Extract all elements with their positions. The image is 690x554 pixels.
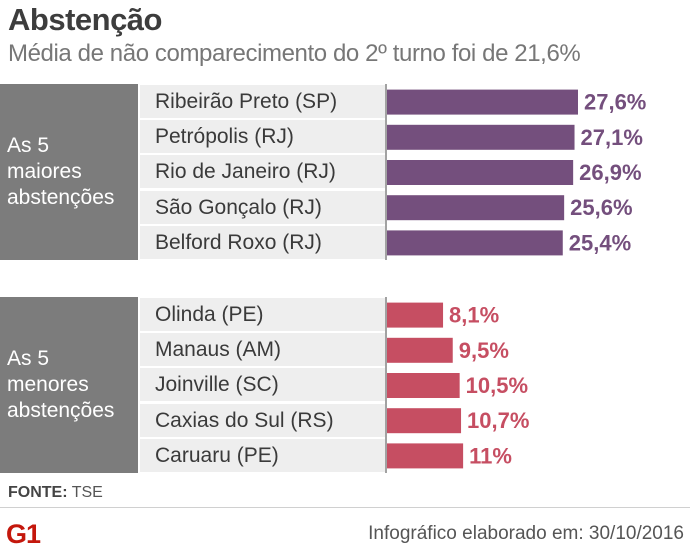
- value-label: 8,1%: [449, 303, 499, 328]
- category-label: Manaus (AM): [140, 333, 385, 367]
- category-label: Ribeirão Preto (SP): [140, 85, 385, 118]
- group-label-top-line-2: maiores: [7, 160, 82, 183]
- category-label: Joinville (SC): [140, 368, 385, 402]
- source-note: FONTE: TSE: [8, 484, 103, 502]
- bar: [387, 230, 563, 256]
- bar: [387, 195, 565, 221]
- value-label: 25,6%: [570, 195, 632, 220]
- category-label: Caxias do Sul (RS): [140, 403, 385, 437]
- source-label: FONTE:: [8, 484, 68, 501]
- group-label-bottom: As 5 menores abstenções: [0, 297, 138, 473]
- group-label-top: As 5 maiores abstenções: [0, 84, 138, 260]
- value-label: 26,9%: [579, 160, 641, 185]
- group-label-top-line-1: As 5: [7, 134, 50, 157]
- g1-logo: G1: [6, 519, 41, 549]
- bar: [387, 408, 462, 434]
- bar: [387, 337, 453, 363]
- chart-title: Abstenção: [8, 2, 162, 37]
- category-label: Belford Roxo (RJ): [140, 225, 385, 259]
- bar: [387, 124, 575, 150]
- value-label: 10,7%: [467, 408, 529, 433]
- value-label: 27,1%: [581, 125, 643, 150]
- group-label-bottom-line-1: As 5: [7, 347, 50, 370]
- value-label: 25,4%: [569, 230, 631, 255]
- bar: [387, 443, 464, 469]
- value-label: 9,5%: [459, 338, 509, 363]
- group-label-bottom-line-3: abstenções: [7, 399, 115, 422]
- source-value: TSE: [71, 484, 103, 501]
- group-label-bottom-line-2: menores: [7, 373, 89, 396]
- bar: [387, 302, 444, 328]
- bar: [387, 373, 460, 398]
- category-label: São Gonçalo (RJ): [140, 190, 385, 224]
- bar: [387, 160, 574, 185]
- footer-divider: [0, 507, 690, 508]
- value-label: 11%: [469, 443, 512, 468]
- credit-text: Infográfico elaborado em: 30/10/2016: [368, 523, 684, 544]
- chart-subtitle: Média de não comparecimento do 2º turno …: [8, 40, 581, 67]
- category-label: Rio de Janeiro (RJ): [140, 155, 385, 189]
- category-label: Caruaru (PE): [140, 438, 385, 472]
- group-label-top-line-3: abstenções: [7, 186, 115, 209]
- category-label: Petrópolis (RJ): [140, 120, 385, 154]
- bar: [387, 89, 578, 115]
- value-label: 10,5%: [466, 373, 528, 398]
- value-label: 27,6%: [584, 90, 646, 115]
- category-label: Olinda (PE): [140, 298, 385, 331]
